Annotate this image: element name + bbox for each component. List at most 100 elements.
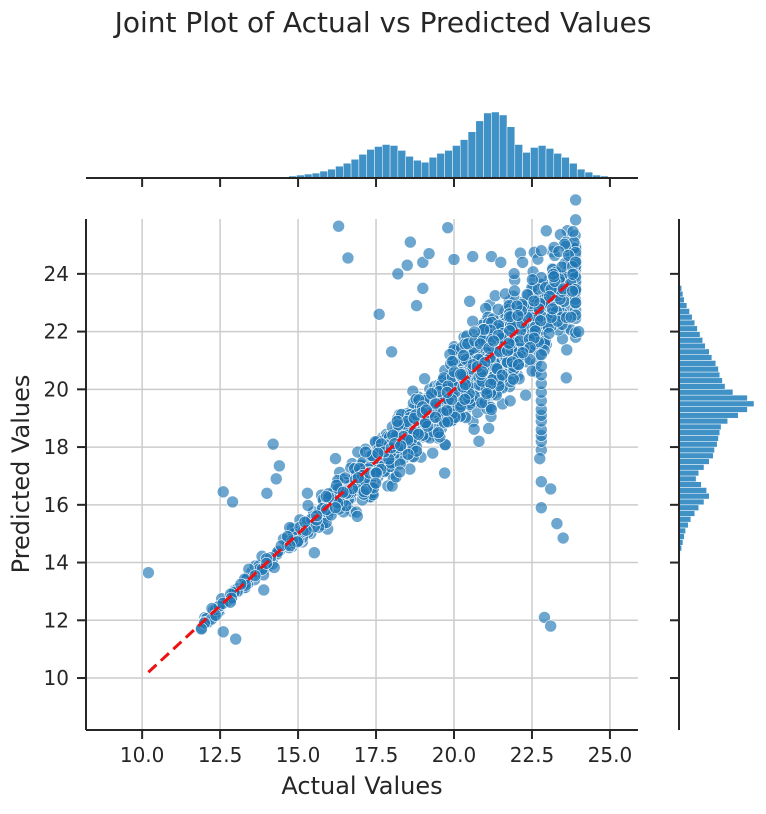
marginal-x-bar bbox=[397, 150, 406, 179]
scatter-point bbox=[359, 445, 372, 459]
marginal-x-bar bbox=[530, 147, 539, 179]
scatter-point bbox=[533, 452, 547, 465]
scatter-point bbox=[404, 235, 417, 249]
scatter-point bbox=[454, 368, 467, 381]
scatter-point bbox=[458, 393, 472, 406]
marginal-x-bar bbox=[475, 120, 484, 179]
scatter-point bbox=[229, 632, 242, 646]
scatter-point bbox=[412, 427, 425, 441]
scatter-point bbox=[447, 253, 461, 266]
scatter-point bbox=[566, 284, 579, 298]
scatter-point bbox=[319, 490, 333, 503]
marginal-y-bar bbox=[678, 481, 702, 488]
scatter-point bbox=[216, 625, 230, 639]
scatter-point bbox=[569, 255, 582, 269]
marginal-y-bar bbox=[678, 446, 715, 454]
scatter-point bbox=[329, 501, 342, 515]
scatter-point bbox=[400, 258, 414, 272]
marginal-x-bar bbox=[459, 139, 469, 179]
scatter-point bbox=[440, 404, 454, 417]
marginal-x-bar bbox=[319, 170, 328, 179]
scatter-point bbox=[390, 415, 404, 428]
marginal-x-bar bbox=[413, 160, 422, 179]
marginal-y-bar bbox=[678, 331, 701, 338]
marginal-y-bar bbox=[678, 469, 699, 477]
y-tick-label: 20 bbox=[44, 377, 69, 401]
marginal-y-bar bbox=[678, 464, 705, 471]
scatter-point bbox=[511, 309, 525, 322]
scatter-point bbox=[516, 256, 529, 269]
marginal-x-bar bbox=[467, 131, 477, 179]
scatter-point bbox=[535, 475, 548, 489]
scatter-point bbox=[476, 365, 489, 379]
x-tick-label: 22.5 bbox=[510, 743, 555, 767]
marginal-y-bar bbox=[678, 493, 710, 500]
marginal-x-bar bbox=[350, 159, 360, 179]
scatter-point bbox=[569, 193, 582, 207]
marginal-x-bar bbox=[452, 145, 461, 179]
marginal-x-bar bbox=[561, 157, 570, 179]
scatter-point bbox=[351, 510, 364, 523]
marginal-y-bar bbox=[678, 452, 714, 459]
scatter-point bbox=[418, 372, 431, 385]
marginal-y-bar bbox=[678, 475, 697, 482]
scatter-point bbox=[539, 224, 553, 238]
marginal-x-bar bbox=[498, 114, 508, 179]
scatter-point bbox=[273, 459, 286, 473]
scatter-point bbox=[492, 302, 505, 316]
scatter-point bbox=[410, 299, 423, 312]
scatter-point bbox=[487, 334, 500, 348]
scatter-point bbox=[468, 325, 481, 339]
scatter-point bbox=[494, 256, 508, 269]
reference-line bbox=[147, 278, 574, 674]
scatter-point bbox=[503, 394, 517, 408]
scatter-point bbox=[438, 466, 451, 480]
marginal-y-bar bbox=[678, 521, 689, 529]
marginal-x-bar bbox=[522, 152, 531, 179]
scatter-point bbox=[519, 388, 533, 402]
scatter-point bbox=[466, 315, 479, 328]
marginal-y-bar bbox=[678, 348, 710, 355]
scatter-point bbox=[429, 397, 443, 411]
scatter-point bbox=[301, 486, 314, 500]
scatter-point bbox=[566, 268, 580, 281]
y-tick-label: 22 bbox=[44, 320, 69, 344]
scatter-point bbox=[234, 577, 248, 591]
marginal-y-bar bbox=[678, 429, 721, 436]
scatter-point bbox=[341, 251, 355, 265]
scatter-point bbox=[226, 495, 239, 509]
axes: 10.0 12.5 15.0 17.5 20.0 22.5 25.0 10 12 14 16 18 20… bbox=[44, 219, 638, 767]
marginal-y-histogram bbox=[670, 219, 755, 730]
marginal-x-bar bbox=[405, 156, 414, 179]
scatter-point bbox=[566, 225, 580, 238]
scatter-point bbox=[538, 611, 551, 624]
scatter-point bbox=[422, 247, 436, 260]
scatter-points bbox=[142, 193, 586, 646]
marginal-x-bar bbox=[537, 145, 547, 179]
y-axis-label: Predicted Values bbox=[7, 375, 35, 574]
scatter-point bbox=[457, 349, 470, 362]
y-tick-label: 24 bbox=[44, 262, 69, 286]
marginal-y-bar bbox=[678, 337, 703, 344]
marginal-x-bar bbox=[514, 144, 523, 179]
x-axis-label: Actual Values bbox=[281, 772, 442, 800]
chart-title: Joint Plot of Actual vs Predicted Values bbox=[114, 6, 652, 39]
scatter-point bbox=[385, 345, 398, 359]
scatter-point bbox=[556, 531, 570, 545]
marginal-x-bar bbox=[428, 157, 438, 179]
scatter-point bbox=[393, 465, 407, 479]
marginal-x-bar bbox=[374, 146, 383, 179]
marginal-x-bar bbox=[335, 165, 344, 179]
scatter-point bbox=[426, 446, 439, 460]
y-tick-label: 18 bbox=[44, 435, 69, 459]
marginal-x-bar bbox=[483, 112, 492, 179]
y-tick-label: 16 bbox=[44, 493, 69, 517]
scatter-point bbox=[480, 387, 494, 400]
scatter-point bbox=[544, 482, 557, 496]
marginal-x-bar bbox=[436, 153, 445, 179]
marginal-y-bar bbox=[678, 412, 739, 419]
marginal-x-bar bbox=[327, 168, 336, 179]
marginal-y-bar bbox=[678, 510, 696, 517]
scatter-point bbox=[266, 437, 280, 451]
scatter-point bbox=[467, 422, 481, 436]
